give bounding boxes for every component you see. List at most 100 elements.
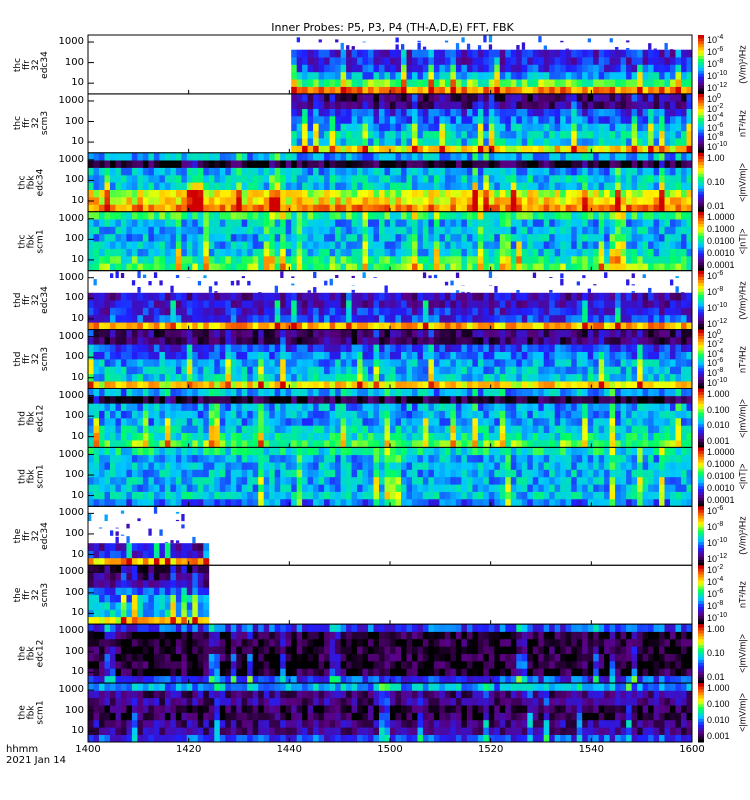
spectrogram-cell	[488, 93, 495, 102]
spectrogram-cell	[609, 182, 616, 190]
spectrogram-cell	[439, 174, 446, 183]
spectrogram-cell	[593, 86, 600, 95]
spectrogram-cell	[450, 381, 457, 389]
spectrogram-cell	[236, 160, 243, 168]
spectrogram-cell	[357, 57, 363, 65]
spectrogram-cell	[214, 307, 221, 316]
spectrogram-cell	[186, 160, 193, 168]
spectrogram-cell	[126, 152, 133, 161]
spectrogram-cell	[417, 211, 424, 220]
spectrogram-cell	[203, 381, 210, 389]
spectrogram-cell	[433, 373, 440, 382]
spectrogram-cell	[329, 138, 336, 146]
spectrogram-cell	[379, 366, 385, 375]
spectrogram-cell	[340, 418, 347, 426]
spectrogram-cell	[247, 322, 254, 330]
spectrogram-cell	[373, 277, 377, 278]
spectrogram-cell	[307, 255, 314, 264]
spectrogram-cell	[296, 138, 303, 146]
spectrogram-cell	[197, 336, 204, 345]
spectrogram-cell	[576, 307, 583, 316]
spectrogram-cell	[335, 39, 339, 43]
spectrogram-cell	[670, 255, 676, 264]
spectrogram-cell	[93, 418, 100, 426]
spectrogram-cell	[499, 138, 506, 146]
spectrogram-cell	[225, 344, 232, 352]
spectrogram-cell	[543, 336, 550, 345]
spectrogram-cell	[148, 233, 155, 242]
spectrogram-cell	[137, 388, 144, 397]
spectrogram-cell	[384, 197, 391, 205]
spectrogram-cell	[104, 292, 111, 301]
spectrogram-cell	[422, 57, 429, 65]
spectrogram-cell	[159, 307, 166, 316]
spectrogram-cell	[307, 189, 314, 198]
spectrogram-cell	[631, 300, 638, 308]
spectrogram-cell	[604, 57, 610, 65]
spectrogram-cell	[670, 336, 676, 345]
spectrogram-cell	[538, 322, 545, 330]
colorbar-segment	[698, 37, 704, 42]
spectrogram-cell	[373, 182, 380, 190]
spectrogram-cell	[274, 336, 281, 345]
spectrogram-cell	[417, 101, 424, 109]
spectrogram-cell	[549, 219, 556, 227]
spectrogram-cell	[373, 204, 380, 213]
spectrogram-cell	[499, 344, 506, 352]
spectrogram-cell	[137, 233, 144, 242]
spectrogram-cell	[335, 101, 341, 109]
spectrogram-cell	[214, 432, 221, 441]
spectrogram-cell	[648, 373, 654, 382]
spectrogram-cell	[153, 211, 160, 220]
spectrogram-cell	[390, 418, 396, 426]
spectrogram-cell	[516, 336, 523, 345]
spectrogram-cell	[549, 138, 556, 146]
spectrogram-cell	[181, 189, 188, 198]
spectrogram-cell	[225, 182, 232, 190]
spectrogram-cell	[549, 204, 556, 213]
spectrogram-cell	[269, 248, 276, 257]
spectrogram-cell	[99, 440, 105, 448]
spectrogram-cell	[538, 241, 545, 249]
colorbar-segment	[698, 261, 704, 266]
spectrogram-cell	[615, 204, 621, 213]
spectrogram-cell	[598, 219, 605, 227]
spectrogram-cell	[329, 255, 336, 264]
spectrogram-cell	[631, 123, 638, 132]
spectrogram-cell	[181, 167, 188, 176]
spectrogram-cell	[340, 292, 347, 301]
spectrogram-cell	[543, 366, 550, 375]
spectrogram-cell	[532, 160, 539, 168]
spectrogram-cell	[637, 219, 643, 227]
spectrogram-cell	[477, 226, 484, 235]
spectrogram-cell	[357, 359, 363, 367]
spectrogram-cell	[291, 248, 298, 257]
spectrogram-cell	[510, 336, 517, 345]
spectrogram-cell	[390, 344, 396, 352]
spectrogram-cell	[247, 211, 254, 220]
spectrogram-cell	[527, 366, 534, 375]
spectrogram-cell	[604, 152, 610, 161]
spectrogram-cell	[461, 366, 468, 375]
spectrogram-cell	[142, 167, 149, 176]
spectrogram-cell	[626, 373, 632, 382]
spectrogram-cell	[258, 255, 265, 264]
spectrogram-cell	[598, 138, 605, 146]
spectrogram-cell	[291, 344, 298, 352]
spectrogram-cell	[346, 248, 352, 257]
spectrogram-cell	[225, 410, 232, 419]
spectrogram-cell	[670, 359, 676, 367]
spectrogram-cell	[302, 189, 308, 198]
spectrogram-cell	[499, 373, 506, 382]
spectrogram-cell	[686, 373, 693, 382]
spectrogram-cell	[648, 329, 654, 338]
spectrogram-cell	[197, 410, 204, 419]
spectrogram-cell	[164, 263, 171, 271]
spectrogram-cell	[395, 57, 402, 65]
spectrogram-cell	[428, 130, 435, 139]
spectrogram-cell	[439, 233, 446, 242]
spectrogram-cell	[395, 93, 402, 102]
spectrogram-cell	[494, 123, 501, 132]
spectrogram-cell	[379, 329, 385, 338]
spectrogram-cell	[219, 211, 226, 220]
